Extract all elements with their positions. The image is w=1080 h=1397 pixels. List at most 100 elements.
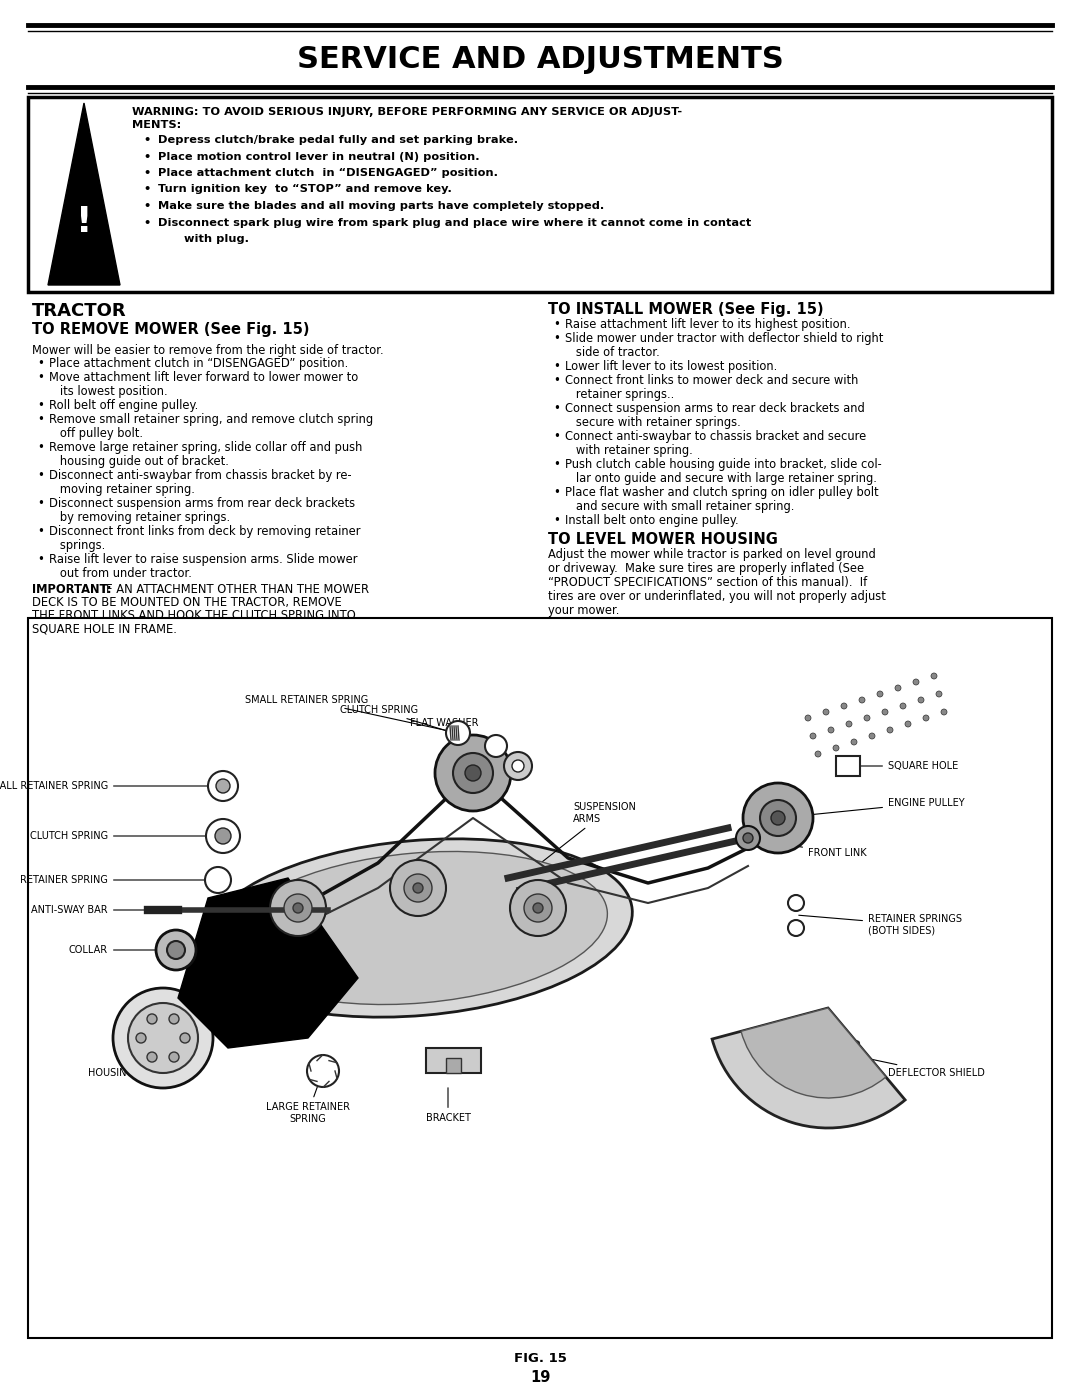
Circle shape (284, 894, 312, 922)
Text: Mower will be easier to remove from the right side of tractor.: Mower will be easier to remove from the … (32, 344, 383, 358)
Text: Place motion control lever in neutral (N) position.: Place motion control lever in neutral (N… (158, 151, 480, 162)
Text: TRACTOR: TRACTOR (32, 302, 126, 320)
Wedge shape (741, 1009, 886, 1098)
Text: THE FRONT LINKS AND HOOK THE CLUTCH SPRING INTO: THE FRONT LINKS AND HOOK THE CLUTCH SPRI… (32, 609, 355, 622)
Ellipse shape (229, 852, 607, 1004)
Text: FLAT WASHER: FLAT WASHER (409, 718, 515, 764)
Text: retainer springs..: retainer springs.. (565, 388, 674, 401)
Circle shape (510, 880, 566, 936)
Bar (836, 756, 860, 775)
Text: •: • (553, 514, 559, 527)
Text: •: • (143, 218, 150, 228)
Text: RETAINER SPRING: RETAINER SPRING (21, 875, 215, 886)
Text: Turn ignition key  to “STOP” and remove key.: Turn ignition key to “STOP” and remove k… (158, 184, 451, 194)
Circle shape (735, 826, 760, 849)
Text: Remove small retainer spring, and remove clutch spring: Remove small retainer spring, and remove… (49, 414, 373, 426)
Text: Disconnect spark plug wire from spark plug and place wire where it cannot come i: Disconnect spark plug wire from spark pl… (158, 218, 752, 228)
Text: Place flat washer and clutch spring on idler pulley bolt: Place flat washer and clutch spring on i… (565, 486, 879, 499)
Circle shape (453, 753, 492, 793)
Text: SMALL RETAINER SPRING: SMALL RETAINER SPRING (0, 781, 220, 791)
Circle shape (205, 868, 231, 893)
Text: •: • (37, 525, 44, 538)
Text: Raise attachment lift lever to its highest position.: Raise attachment lift lever to its highe… (565, 319, 851, 331)
Circle shape (918, 697, 924, 703)
Text: Adjust the mower while tractor is parked on level ground: Adjust the mower while tractor is parked… (548, 548, 876, 562)
Text: SERVICE AND ADJUSTMENTS: SERVICE AND ADJUSTMENTS (297, 46, 783, 74)
Circle shape (833, 745, 839, 752)
Text: Slide mower under tractor with deflector shield to right: Slide mower under tractor with deflector… (565, 332, 883, 345)
Circle shape (913, 679, 919, 685)
Text: •: • (37, 441, 44, 454)
Circle shape (923, 715, 929, 721)
Text: •: • (143, 151, 150, 162)
Circle shape (823, 710, 829, 715)
Circle shape (147, 1052, 157, 1062)
Circle shape (760, 800, 796, 835)
Text: Install belt onto engine pulley.: Install belt onto engine pulley. (565, 514, 739, 527)
Text: •: • (143, 184, 150, 194)
Circle shape (208, 771, 238, 800)
Text: Disconnect anti-swaybar from chassis bracket by re-: Disconnect anti-swaybar from chassis bra… (49, 469, 352, 482)
Circle shape (216, 780, 230, 793)
Text: •: • (37, 469, 44, 482)
Text: •: • (553, 486, 559, 499)
Text: •: • (553, 402, 559, 415)
Circle shape (435, 735, 511, 812)
Text: LARGE RETAINER
SPRING: LARGE RETAINER SPRING (266, 1074, 350, 1123)
Wedge shape (712, 1009, 905, 1127)
Text: Move attachment lift lever forward to lower mower to: Move attachment lift lever forward to lo… (49, 372, 359, 384)
Text: IF AN ATTACHMENT OTHER THAN THE MOWER: IF AN ATTACHMENT OTHER THAN THE MOWER (99, 583, 369, 597)
Text: •: • (553, 332, 559, 345)
Circle shape (156, 930, 195, 970)
Circle shape (864, 715, 870, 721)
Circle shape (771, 812, 785, 826)
Text: ANTI-SWAY BAR: ANTI-SWAY BAR (31, 905, 156, 915)
Circle shape (180, 1032, 190, 1044)
Text: RETAINER SPRINGS
(BOTH SIDES): RETAINER SPRINGS (BOTH SIDES) (799, 914, 962, 936)
Text: SMALL RETAINER SPRING: SMALL RETAINER SPRING (245, 694, 456, 732)
Circle shape (828, 726, 834, 733)
Circle shape (810, 733, 816, 739)
Text: •: • (37, 414, 44, 426)
Text: by removing retainer springs.: by removing retainer springs. (49, 511, 230, 524)
Text: Depress clutch/brake pedal fully and set parking brake.: Depress clutch/brake pedal fully and set… (158, 136, 518, 145)
Text: housing guide out of bracket.: housing guide out of bracket. (49, 455, 229, 468)
Text: •: • (553, 374, 559, 387)
Circle shape (390, 861, 446, 916)
Text: Place attachment clutch in “DISENGAGED” position.: Place attachment clutch in “DISENGAGED” … (49, 358, 348, 370)
Circle shape (905, 721, 912, 726)
Text: •: • (37, 372, 44, 384)
Circle shape (404, 875, 432, 902)
Circle shape (168, 1014, 179, 1024)
Circle shape (805, 715, 811, 721)
Bar (446, 1058, 461, 1073)
Circle shape (485, 735, 507, 757)
Circle shape (882, 710, 888, 715)
Circle shape (941, 710, 947, 715)
Text: MENTS:: MENTS: (132, 120, 181, 130)
Bar (28, 96, 1052, 292)
Text: Connect anti-swaybar to chassis bracket and secure: Connect anti-swaybar to chassis bracket … (565, 430, 866, 443)
Circle shape (504, 752, 532, 780)
Text: its lowest position.: its lowest position. (49, 386, 167, 398)
Circle shape (931, 673, 937, 679)
Text: Push clutch cable housing guide into bracket, slide col-: Push clutch cable housing guide into bra… (565, 458, 881, 471)
Circle shape (743, 782, 813, 854)
Circle shape (465, 766, 481, 781)
Text: BRACKET: BRACKET (426, 1088, 471, 1123)
Text: Disconnect front links from deck by removing retainer: Disconnect front links from deck by remo… (49, 525, 361, 538)
Circle shape (869, 733, 875, 739)
Text: SUSPENSION
ARMS: SUSPENSION ARMS (530, 802, 636, 872)
Text: Place attachment clutch  in “DISENGAGED” position.: Place attachment clutch in “DISENGAGED” … (158, 168, 498, 177)
Text: or driveway.  Make sure tires are properly inflated (See: or driveway. Make sure tires are properl… (548, 562, 864, 576)
Circle shape (936, 692, 942, 697)
Text: Raise lift lever to raise suspension arms. Slide mower: Raise lift lever to raise suspension arm… (49, 553, 357, 566)
Text: tires are over or underinflated, you will not properly adjust: tires are over or underinflated, you wil… (548, 590, 886, 604)
Text: Connect front links to mower deck and secure with: Connect front links to mower deck and se… (565, 374, 859, 387)
Circle shape (215, 828, 231, 844)
Text: TO INSTALL MOWER (See Fig. 15): TO INSTALL MOWER (See Fig. 15) (548, 302, 824, 317)
Circle shape (851, 739, 858, 745)
Text: •: • (37, 358, 44, 370)
Text: •: • (553, 458, 559, 471)
Circle shape (168, 1052, 179, 1062)
